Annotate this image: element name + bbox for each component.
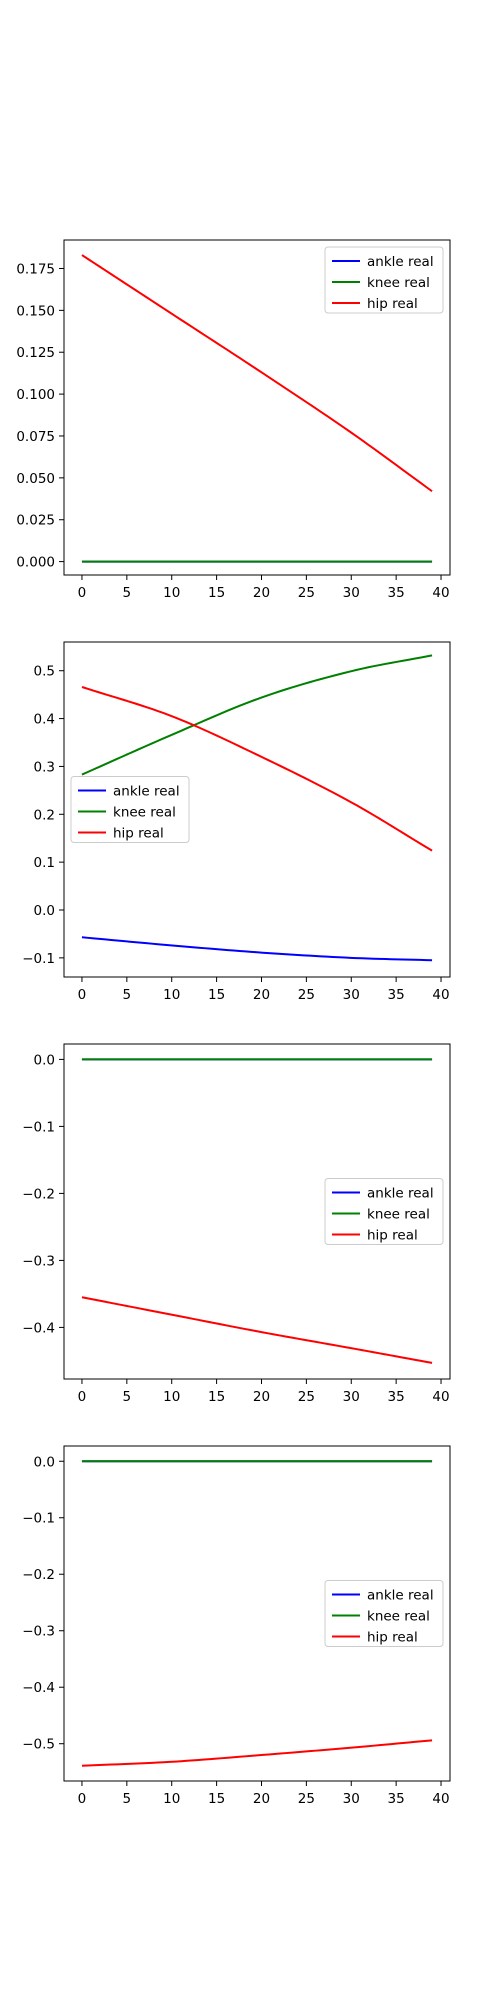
y-tick-label: 0.150: [16, 303, 55, 319]
series-line-knee-real: [81, 654, 433, 776]
legend: ankle real knee real hip real: [70, 776, 190, 843]
y-tick-label: −0.1: [22, 1119, 55, 1135]
x-tick-label: 25: [298, 987, 315, 1003]
legend-box: [324, 246, 444, 314]
x-tick-label: 10: [163, 585, 180, 601]
x-tick-label: 25: [298, 1791, 315, 1807]
x-tick-label: 40: [432, 585, 449, 601]
x-tick-label: 25: [298, 585, 315, 601]
x-tick-label: 5: [123, 1389, 132, 1405]
legend-label-hip-real: hip real: [367, 1630, 418, 1646]
legend-label-ankle-real: ankle real: [367, 1588, 434, 1604]
x-tick-label: 30: [343, 1791, 360, 1807]
y-tick-label: 0.075: [16, 429, 55, 445]
x-tick-label: 20: [253, 1389, 270, 1405]
x-tick-label: 25: [298, 1389, 315, 1405]
y-tick-label: −0.1: [22, 951, 55, 967]
y-tick-label: 0.2: [34, 807, 55, 823]
legend-label-hip-real: hip real: [367, 1228, 418, 1244]
legend-label-knee-real: knee real: [367, 1609, 430, 1625]
legend-box: [324, 1178, 444, 1245]
series-line-ankle-real: [81, 936, 433, 962]
y-tick-label: −0.4: [22, 1680, 55, 1696]
chart-panel-1: 0 5 10 15 20 25 30 35 40 0.000 0.025 0.050 0.075 0.10…: [16, 239, 451, 601]
x-tick-label: 0: [78, 585, 87, 601]
y-tick-label: −0.3: [22, 1253, 55, 1269]
legend: ankle real knee real hip real: [324, 1178, 444, 1245]
chart-panel-4: 0 5 10 15 20 25 30 35 40 −0.5 −0.4 −0.3 −0.2 −0.1 0.0 a…: [22, 1445, 451, 1807]
y-tick-label: 0.100: [16, 387, 55, 403]
y-tick-label: 0.0: [34, 903, 55, 919]
x-tick-label: 10: [163, 987, 180, 1003]
y-tick-label: −0.2: [22, 1186, 55, 1202]
y-tick-label: 0.050: [16, 471, 55, 487]
y-tick-label: 0.000: [16, 555, 55, 571]
legend-label-knee-real: knee real: [367, 1207, 430, 1223]
x-tick-label: 30: [343, 585, 360, 601]
series-line-hip-real: [81, 686, 433, 852]
y-tick-label: 0.025: [16, 513, 55, 529]
x-tick-label: 0: [78, 1389, 87, 1405]
series-line-hip-real: [81, 1739, 433, 1767]
x-tick-label: 35: [388, 987, 405, 1003]
legend-box: [70, 776, 190, 843]
legend: ankle real knee real hip real: [324, 1580, 444, 1647]
x-tick-label: 40: [432, 987, 449, 1003]
x-tick-label: 40: [432, 1389, 449, 1405]
legend-label-ankle-real: ankle real: [367, 1186, 434, 1202]
legend: ankle real knee real hip real: [324, 246, 444, 314]
chart-panel-3: 0 5 10 15 20 25 30 35 40 −0.4 −0.3 −0.2 −0.1 0.0 ankle…: [22, 1043, 451, 1405]
legend-label-hip-real: hip real: [113, 826, 164, 842]
legend-box: [324, 1580, 444, 1647]
x-tick-label: 5: [123, 585, 132, 601]
y-tick-label: 0.0: [34, 1052, 55, 1068]
x-tick-label: 35: [388, 1791, 405, 1807]
y-tick-label: 0.0: [34, 1454, 55, 1470]
legend-label-knee-real: knee real: [367, 275, 430, 291]
x-tick-label: 10: [163, 1791, 180, 1807]
x-tick-label: 15: [208, 987, 225, 1003]
x-tick-label: 40: [432, 1791, 449, 1807]
y-tick-label: 0.3: [34, 759, 55, 775]
y-tick-label: 0.4: [34, 712, 55, 728]
y-tick-label: −0.5: [22, 1737, 55, 1753]
x-tick-label: 20: [253, 585, 270, 601]
x-tick-label: 15: [208, 585, 225, 601]
x-tick-label: 20: [253, 1791, 270, 1807]
y-tick-label: −0.4: [22, 1320, 55, 1336]
series-line-hip-real: [81, 1296, 433, 1364]
x-tick-label: 30: [343, 1389, 360, 1405]
series-line-hip-real: [81, 254, 433, 493]
x-tick-label: 35: [388, 585, 405, 601]
x-tick-label: 0: [78, 1791, 87, 1807]
chart-panel-2: 0 5 10 15 20 25 30 35 40 −0.1 0.0 0.1 0.2 0.3 0.4 0.5 an…: [22, 641, 451, 1003]
y-tick-label: −0.2: [22, 1567, 55, 1583]
legend-label-hip-real: hip real: [367, 296, 418, 312]
x-tick-label: 30: [343, 987, 360, 1003]
y-tick-label: 0.125: [16, 345, 55, 361]
x-tick-label: 20: [253, 987, 270, 1003]
legend-label-knee-real: knee real: [113, 805, 176, 821]
x-tick-label: 15: [208, 1389, 225, 1405]
x-tick-label: 15: [208, 1791, 225, 1807]
x-tick-label: 5: [123, 987, 132, 1003]
x-tick-label: 10: [163, 1389, 180, 1405]
x-tick-label: 0: [78, 987, 87, 1003]
y-tick-label: 0.175: [16, 261, 55, 277]
x-tick-label: 5: [123, 1791, 132, 1807]
y-tick-label: 0.5: [34, 664, 55, 680]
x-tick-label: 35: [388, 1389, 405, 1405]
y-tick-label: 0.1: [34, 855, 55, 871]
y-tick-label: −0.3: [22, 1624, 55, 1640]
legend-label-ankle-real: ankle real: [113, 784, 180, 800]
legend-label-ankle-real: ankle real: [367, 254, 434, 270]
y-tick-label: −0.1: [22, 1511, 55, 1527]
